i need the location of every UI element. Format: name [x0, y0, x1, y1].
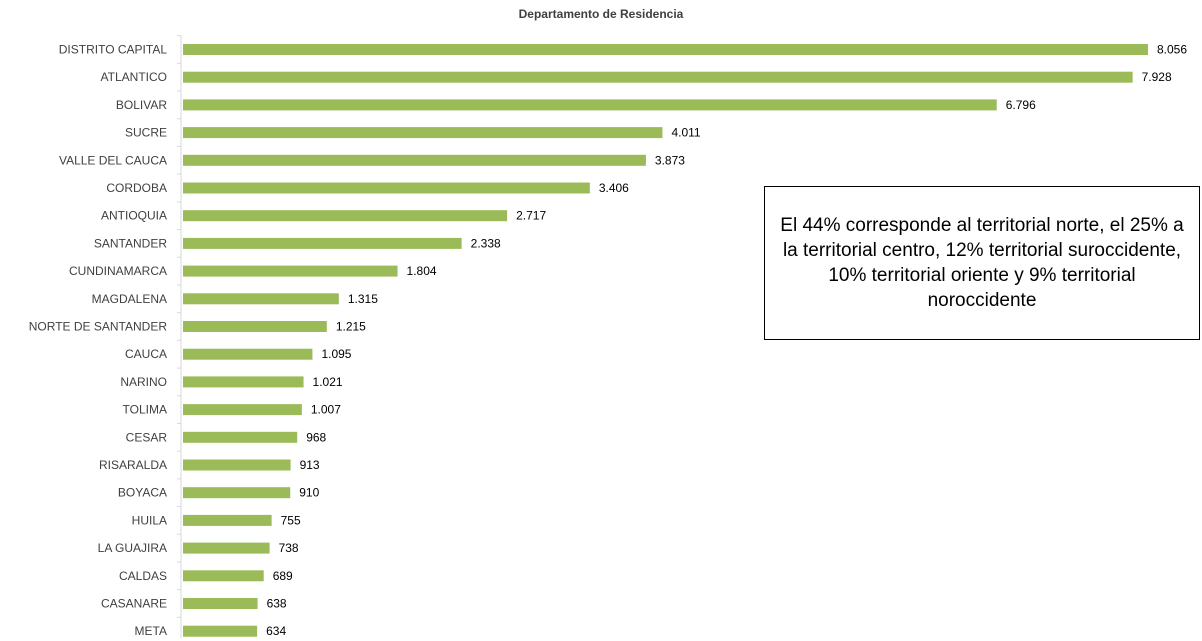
bar [183, 542, 270, 554]
data-label: 1.021 [313, 375, 343, 389]
annotation-text: El 44% corresponde al territorial norte,… [780, 215, 1184, 311]
data-label: 4.011 [671, 126, 700, 140]
category-label: MAGDALENA [92, 292, 167, 306]
category-label: VALLE DEL CAUCA [59, 153, 167, 167]
category-label: BOLIVAR [116, 98, 167, 112]
category-label: ATLANTICO [101, 70, 167, 84]
bar [183, 487, 291, 499]
data-label: 1.007 [311, 403, 341, 417]
annotation-box: El 44% corresponde al territorial norte,… [764, 186, 1200, 340]
category-label: CORDOBA [106, 181, 167, 195]
data-label: 2.338 [471, 236, 501, 250]
bar [183, 182, 590, 194]
category-label: SANTANDER [94, 236, 167, 250]
bar [183, 404, 302, 416]
bar [183, 210, 508, 222]
bar [183, 44, 1148, 55]
category-label: TOLIMA [123, 403, 167, 417]
bar [183, 376, 304, 388]
bar [183, 71, 1133, 83]
category-label: HUILA [132, 513, 167, 527]
data-label: 968 [306, 430, 326, 444]
data-label: 1.804 [407, 264, 437, 278]
data-label: 1.315 [348, 292, 378, 306]
data-label: 638 [267, 597, 287, 611]
data-label: 910 [299, 486, 319, 500]
category-label: NARINO [120, 375, 167, 389]
bar [183, 321, 327, 332]
bar [183, 625, 258, 637]
bar [183, 237, 462, 249]
category-label: BOYACA [118, 486, 167, 500]
bar [183, 265, 398, 277]
data-label: 6.796 [1006, 98, 1036, 112]
data-label: 3.873 [655, 153, 685, 167]
chart-title: Departamento de Residencia [518, 7, 684, 21]
data-label: 8.056 [1157, 43, 1187, 57]
category-label: CALDAS [119, 569, 167, 583]
data-label: 7.928 [1142, 70, 1172, 84]
category-label: ANTIOQUIA [101, 209, 167, 223]
data-label: 689 [273, 569, 293, 583]
bar [183, 348, 313, 360]
category-label: META [135, 624, 167, 638]
category-label: DISTRITO CAPITAL [59, 43, 168, 57]
bar [183, 154, 646, 166]
category-label: CAUCA [125, 347, 167, 361]
category-label: RISARALDA [99, 458, 167, 472]
category-label: CUNDINAMARCA [69, 264, 167, 278]
bar [183, 293, 339, 305]
bar [183, 570, 264, 582]
bar [183, 127, 663, 139]
data-label: 1.215 [336, 320, 366, 334]
data-label: 738 [279, 541, 299, 555]
category-label: CESAR [126, 430, 168, 444]
data-label: 3.406 [599, 181, 629, 195]
category-label: LA GUAJIRA [98, 541, 167, 555]
category-label: NORTE DE SANTANDER [29, 320, 168, 334]
category-label: CASANARE [101, 597, 167, 611]
data-label: 634 [266, 624, 286, 638]
bar [183, 459, 291, 471]
bar [183, 431, 298, 443]
bar [183, 99, 997, 111]
data-label: 913 [300, 458, 320, 472]
bar [183, 598, 258, 609]
bar [183, 514, 272, 526]
category-label: SUCRE [125, 126, 167, 140]
data-label: 755 [281, 513, 301, 527]
data-label: 2.717 [516, 209, 546, 223]
data-label: 1.095 [321, 347, 351, 361]
